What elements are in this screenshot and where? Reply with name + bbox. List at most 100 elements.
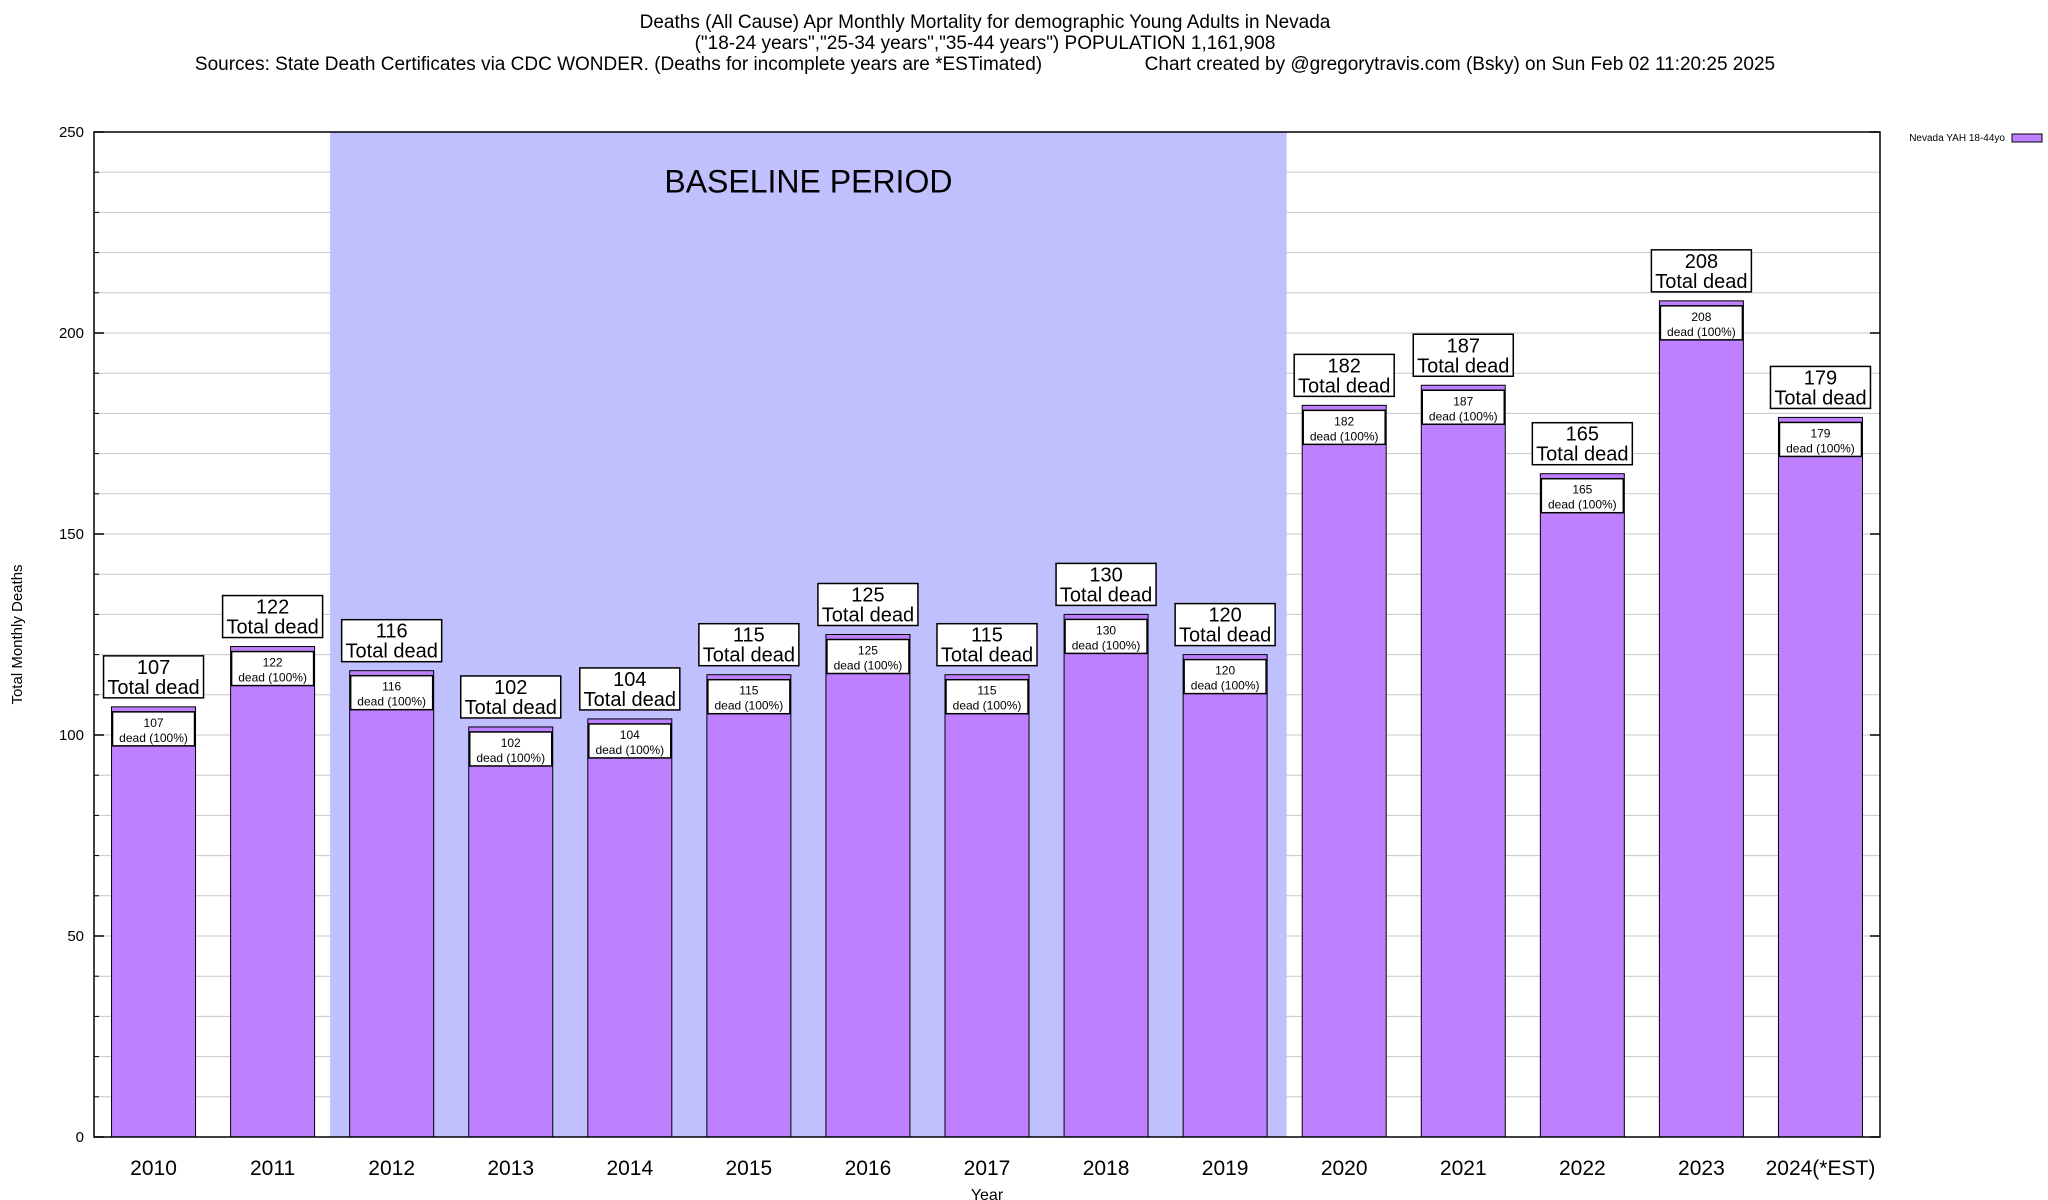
inner-label-value: 120 [1215,664,1235,678]
bar [944,674,1030,1138]
top-label-text: Total dead [1536,444,1628,466]
baseline-period-label: BASELINE PERIOD [664,163,952,199]
x-tick-label: 2021 [1440,1157,1487,1180]
inner-label-value: 104 [620,728,640,742]
inner-label-box [1183,658,1267,695]
inner-label-text: dead (100%) [1667,325,1736,339]
bar [349,670,435,1138]
top-label-value: 179 [1804,367,1837,389]
top-label-value: 116 [376,621,408,643]
inner-label-value: 115 [977,684,996,698]
inner-label-text: dead (100%) [119,731,188,745]
top-label-box [936,622,1038,667]
top-label-value: 182 [1328,355,1361,377]
inner-label-box [588,723,672,759]
top-label-value: 107 [137,657,170,679]
inner-label-value: 102 [501,736,521,750]
x-tick-label: 2014 [606,1157,653,1180]
inner-label-value: 165 [1572,483,1592,497]
top-label-box [459,675,562,719]
inner-label-box [945,678,1029,715]
inner-label-value: 116 [382,680,401,694]
bar [1063,613,1149,1138]
y-tick-label: 250 [59,124,84,141]
chart-title: Deaths (All Cause) Apr Monthly Mortality… [0,12,1970,75]
inner-label-box [826,638,910,675]
inner-label-value: 122 [263,656,283,670]
top-label-box [1055,562,1157,607]
x-axis-title: Year [971,1187,1004,1200]
top-label-box [102,655,205,699]
x-tick-label: 2024(*EST) [1766,1157,1876,1180]
inner-label-text: dead (100%) [1786,441,1855,455]
y-tick-label: 200 [59,325,84,342]
top-label-text: Total dead [107,677,199,699]
top-label-box [1412,333,1515,378]
x-tick-label: 2013 [487,1157,534,1180]
x-tick-label: 2018 [1083,1157,1130,1180]
top-label-value: 165 [1566,424,1599,446]
title-sources: Sources: State Death Certificates via CD… [194,54,1043,75]
bar [468,726,554,1138]
y-axis-title: Total Monthly Deaths [9,564,26,704]
x-tick-label: 2017 [964,1157,1011,1180]
top-label-text: Total dead [1298,375,1390,397]
top-label-value: 102 [494,677,527,699]
top-label-text: Total dead [703,645,795,667]
inner-label-value: 115 [739,684,758,698]
inner-label-box [1778,421,1863,458]
x-tick-label: 2023 [1678,1157,1725,1180]
top-label-text: Total dead [346,641,438,663]
inner-label-text: dead (100%) [1191,679,1260,693]
inner-label-text: dead (100%) [953,699,1022,713]
inner-label-text: dead (100%) [1310,429,1379,443]
inner-label-value: 179 [1810,426,1830,440]
top-label-value: 122 [256,597,289,619]
legend-label: Nevada YAH 18-44yo [1909,133,2005,144]
top-label-text: Total dead [822,605,914,627]
inner-label-value: 208 [1691,310,1711,324]
top-label-value: 130 [1089,564,1122,586]
top-label-box [340,618,443,663]
bar [230,646,316,1138]
top-label-text: Total dead [1060,584,1152,606]
top-label-box [698,622,800,667]
inner-label-box [1540,477,1625,514]
inner-label-text: dead (100%) [595,743,664,757]
inner-label-text: dead (100%) [715,699,784,713]
top-label-value: 208 [1685,251,1718,273]
inner-label-box [349,674,434,711]
inner-label-box [1302,409,1386,446]
top-label-value: 120 [1208,605,1241,627]
top-label-box [1293,353,1395,398]
top-label-box [579,667,681,711]
top-label-text: Total dead [584,689,676,711]
top-label-value: 115 [971,625,1003,647]
bar [825,634,911,1138]
inner-label-text: dead (100%) [834,659,903,673]
inner-label-text: dead (100%) [1072,638,1141,652]
inner-label-text: dead (100%) [357,695,426,709]
inner-label-value: 187 [1453,394,1473,408]
top-label-value: 115 [733,625,765,647]
